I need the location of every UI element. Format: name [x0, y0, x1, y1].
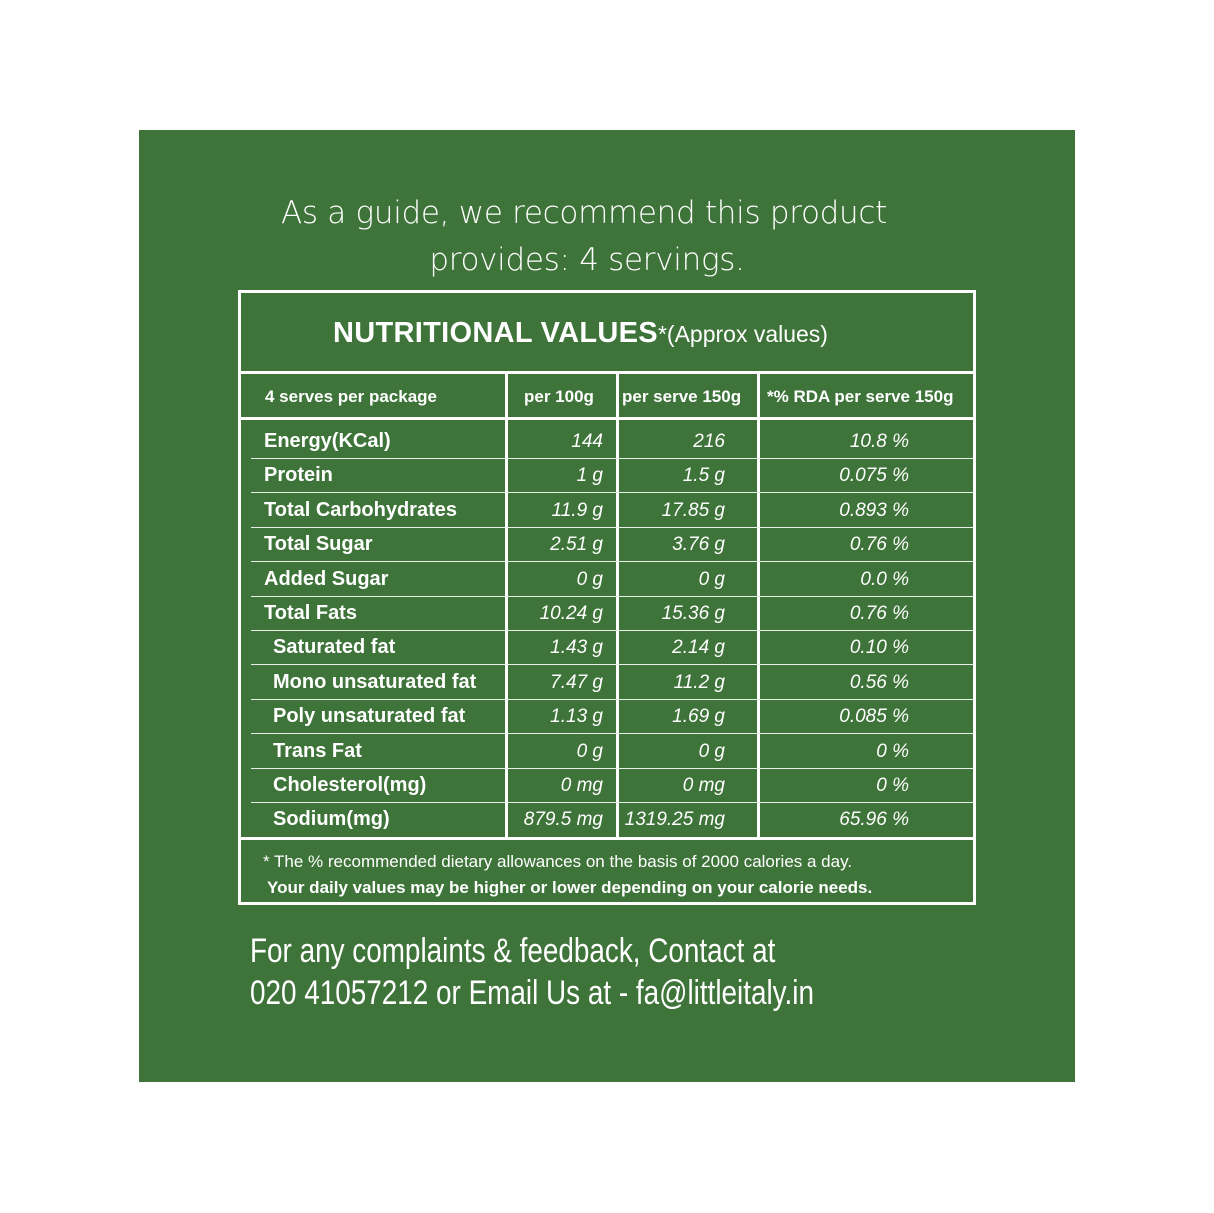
footnote-rda: * The % recommended dietary allowances o…: [263, 852, 853, 871]
nutrient-label: Trans Fat: [273, 739, 362, 762]
nutrient-label: Cholesterol(mg): [273, 774, 427, 796]
table-row: Added Sugar 0 g 0 g 0.0 %: [241, 562, 973, 596]
value-per-serve: 1.69 g: [672, 706, 725, 728]
row-divider: [251, 561, 973, 563]
row-divider: [251, 492, 973, 494]
table-row: Mono unsaturated fat 7.47 g 11.2 g 0.56 %: [241, 665, 973, 699]
value-rda: 0.0 %: [860, 568, 909, 590]
row-divider: [251, 595, 973, 597]
value-rda: 0.76 %: [849, 603, 909, 624]
footnote-daily-values: Your daily values may be higher or lower…: [267, 878, 873, 897]
nutrient-label: Protein: [264, 464, 333, 487]
value-per100: 0 g: [576, 568, 603, 590]
contact-line2: 020 41057212 or Email Us at - fa@littlei…: [250, 974, 814, 1012]
value-per100: 879.5 mg: [523, 809, 603, 831]
value-per-serve: 3.76 g: [672, 534, 725, 556]
table-row: Energy(KCal) 144 216 10.8 %: [241, 424, 973, 458]
table-row: Saturated fat 1.43 g 2.14 g 0.10 %: [241, 630, 973, 664]
contact-line1: For any complaints & feedback, Contact a…: [250, 932, 776, 970]
nutrient-label: Sodium(mg): [273, 808, 390, 831]
table-row: Cholesterol(mg) 0 mg 0 mg 0 %: [241, 768, 973, 802]
table-row: Total Carbohydrates 11.9 g 17.85 g 0.893 %: [241, 493, 973, 527]
value-per-serve: 0 g: [698, 568, 725, 590]
label-panel: [139, 130, 1075, 1082]
value-rda: 10.8 %: [849, 431, 909, 452]
value-per100: 0 mg: [560, 775, 603, 796]
row-divider: [251, 733, 973, 735]
nutrient-label: Total Sugar: [264, 533, 373, 556]
value-rda: 0 %: [876, 740, 909, 762]
nutrient-label: Total Fats: [264, 602, 357, 624]
nutrient-label: Total Carbohydrates: [264, 498, 457, 521]
table-title: NUTRITIONAL VALUES*(Approx values): [333, 317, 828, 349]
value-per100: 144: [571, 431, 603, 452]
header-serves: 4 serves per package: [265, 387, 438, 406]
header-rda: *% RDA per serve 150g: [767, 387, 954, 406]
value-per-serve: 0 mg: [682, 775, 725, 796]
value-per100: 10.24 g: [539, 603, 603, 624]
table-row: Trans Fat 0 g 0 g 0 %: [241, 734, 973, 768]
value-per-serve: 17.85 g: [661, 499, 725, 521]
table-row: Poly unsaturated fat 1.13 g 1.69 g 0.085 %: [241, 699, 973, 733]
nutrient-label: Mono unsaturated fat: [273, 670, 477, 693]
row-divider: [251, 630, 973, 631]
header-per100: per 100g: [524, 387, 594, 406]
serving-guide-line1: As a guide, we recommend this product: [280, 195, 887, 231]
value-rda: 0.56 %: [849, 671, 909, 693]
value-per-serve: 0 g: [698, 740, 725, 762]
value-per100: 11.9 g: [551, 499, 603, 521]
value-per100: 2.51 g: [550, 534, 603, 556]
value-per100: 1.13 g: [550, 706, 603, 728]
row-divider: [251, 664, 973, 666]
value-rda: 0.075 %: [839, 465, 909, 487]
value-rda: 0.085 %: [839, 706, 909, 728]
nutrient-label: Saturated fat: [273, 636, 396, 659]
nutrition-table: NUTRITIONAL VALUES*(Approx values) 4 ser…: [238, 290, 976, 905]
row-divider: [251, 767, 973, 769]
nutrient-label: Poly unsaturated fat: [273, 705, 466, 728]
serving-guide-line2: provides: 4 servings.: [429, 242, 745, 278]
value-per-serve: 15.36 g: [661, 603, 725, 624]
table-row: Total Fats 10.24 g 15.36 g 0.76 %: [241, 596, 973, 630]
nutrient-label: Added Sugar: [264, 567, 389, 590]
value-rda: 0.76 %: [849, 534, 909, 556]
value-per100: 0 g: [576, 740, 603, 762]
value-per-serve: 216: [693, 431, 725, 452]
header-per-serve: per serve 150g: [622, 387, 742, 406]
value-per100: 1.43 g: [550, 637, 603, 659]
value-per100: 1 g: [576, 465, 603, 487]
table-row: Sodium(mg) 879.5 mg 1319.25 mg 65.96 %: [241, 802, 973, 836]
value-per100: 7.47 g: [550, 671, 603, 693]
value-per-serve: 1.5 g: [682, 465, 725, 487]
row-divider: [251, 802, 973, 803]
table-row: Protein 1 g 1.5 g 0.075 %: [241, 458, 973, 492]
value-rda: 0.10 %: [849, 637, 909, 659]
row-divider: [251, 458, 973, 459]
value-rda: 0 %: [876, 775, 909, 796]
value-per-serve: 1319.25 mg: [624, 809, 725, 831]
value-per-serve: 11.2 g: [673, 671, 725, 693]
nutrient-label: Energy(KCal): [264, 430, 391, 452]
table-row: Total Sugar 2.51 g 3.76 g 0.76 %: [241, 527, 973, 561]
value-rda: 0.893 %: [839, 499, 909, 521]
value-per-serve: 2.14 g: [672, 637, 725, 659]
value-rda: 65.96 %: [839, 809, 909, 831]
row-divider: [251, 526, 973, 528]
row-divider: [251, 698, 973, 700]
